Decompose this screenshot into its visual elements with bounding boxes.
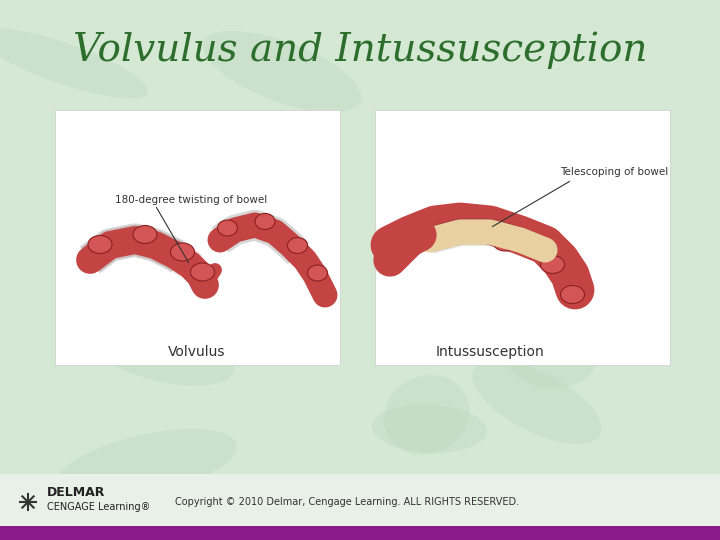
Ellipse shape [541,255,564,273]
Ellipse shape [171,243,194,261]
Bar [0,526,720,540]
FancyBboxPatch shape [55,110,340,365]
Text: Volvulus and Intussusception: Volvulus and Intussusception [73,31,647,69]
Ellipse shape [384,375,469,455]
Ellipse shape [560,286,585,303]
Ellipse shape [287,238,307,253]
Ellipse shape [388,243,412,261]
Ellipse shape [505,324,597,388]
Text: Copyright © 2010 Delmar, Cengage Learning. ALL RIGHTS RESERVED.: Copyright © 2010 Delmar, Cengage Learnin… [175,497,519,507]
Ellipse shape [0,28,148,98]
Ellipse shape [493,233,517,251]
Ellipse shape [133,226,157,244]
Text: Telescoping of bowel: Telescoping of bowel [560,167,668,177]
Ellipse shape [57,429,237,500]
FancyBboxPatch shape [375,110,670,365]
Ellipse shape [472,360,601,444]
Ellipse shape [88,235,112,253]
Ellipse shape [94,327,234,386]
Ellipse shape [203,31,361,112]
Text: DELMAR: DELMAR [47,487,105,500]
Text: Volvulus: Volvulus [168,345,226,359]
Text: CENGAGE Learning®: CENGAGE Learning® [47,502,150,512]
Ellipse shape [436,226,459,245]
Ellipse shape [372,404,487,453]
Ellipse shape [191,263,215,281]
Ellipse shape [217,220,238,236]
Bar [0,474,720,526]
Ellipse shape [307,265,328,281]
Ellipse shape [255,213,275,230]
Text: Intussusception: Intussusception [436,345,544,359]
Text: 180-degree twisting of bowel: 180-degree twisting of bowel [115,195,267,205]
